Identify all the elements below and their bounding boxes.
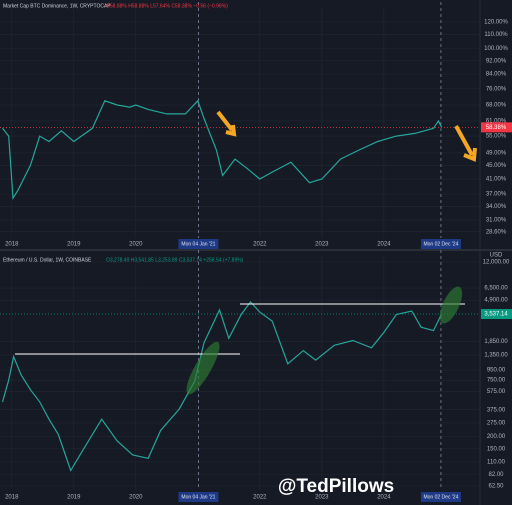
x-tick-label: 2018 — [5, 242, 19, 248]
y-tick-label: 4,900.00 — [484, 298, 508, 304]
currency: USD — [490, 253, 503, 259]
x-tick-label: 2020 — [129, 242, 143, 248]
marker-box — [420, 492, 461, 502]
marker-label: Mon 02 Dec '24 — [423, 494, 458, 500]
highlight — [439, 286, 463, 324]
y-tick-label: 110.00% — [484, 32, 508, 38]
y-tick-label: 37.00% — [486, 192, 507, 198]
y-tick-label: 750.00 — [487, 378, 506, 384]
y-tick-label: 62.50 — [488, 484, 504, 490]
x-tick-label: 2023 — [315, 242, 329, 248]
y-tick-label: 34.00% — [486, 204, 507, 210]
ohlc: O58.88% H58.88% L57.64% C58.38% −0.56 (−… — [106, 3, 228, 9]
y-tick-label: 28.60% — [486, 229, 507, 235]
last-price-box — [481, 309, 512, 320]
y-tick-label: 375.00 — [487, 407, 506, 413]
y-tick-label: 31.00% — [486, 218, 507, 224]
y-tick-label: 55.00% — [486, 134, 507, 140]
y-tick-label: 92.00% — [486, 58, 507, 64]
x-tick-label: 2023 — [315, 495, 329, 501]
y-tick-label: 76.00% — [486, 86, 507, 92]
y-tick-label: 41.00% — [486, 177, 507, 183]
last-price-label: 3,537.14 — [484, 312, 508, 318]
y-tick-label: 1,850.00 — [484, 339, 508, 345]
y-tick-label: 275.00 — [487, 420, 506, 426]
y-tick-label: 82.00 — [488, 472, 504, 478]
y-tick-label: 84.00% — [486, 72, 507, 78]
x-tick-label: 2024 — [377, 242, 391, 248]
y-tick-label: 950.00 — [487, 368, 506, 374]
x-tick-label: 2022 — [253, 242, 267, 248]
x-tick-label: 2019 — [67, 495, 81, 501]
last-price-label: 58.38% — [486, 125, 507, 131]
price-line — [2, 99, 443, 200]
x-tick-label: 2018 — [5, 495, 19, 501]
x-tick-label: 2020 — [129, 495, 143, 501]
marker-label: Mon 02 Dec '24 — [423, 241, 458, 247]
price-line — [1, 300, 443, 472]
arrow — [216, 110, 237, 137]
chart-title: Market Cap BTC Dominance, 1W, CRYPTOCAP — [3, 3, 111, 9]
marker-box — [178, 239, 219, 249]
ohlc: O3,278.49 H3,541.85 L3,253.89 C3,537.14 … — [106, 257, 244, 263]
watermark: @TedPillows — [278, 476, 394, 497]
y-tick-label: 1,350.00 — [484, 353, 508, 359]
y-tick-label: 61.00% — [486, 119, 507, 125]
chart-title: Ethereum / U.S. Dollar, 1W, COINBASE — [3, 257, 92, 263]
y-tick-label: 100.00% — [484, 46, 508, 52]
y-tick-label: 49.00% — [486, 151, 507, 157]
marker-label: Mon 04 Jan '21 — [181, 494, 215, 500]
y-tick-label: 68.00% — [486, 103, 507, 109]
y-tick-label: 120.00% — [484, 20, 508, 26]
x-tick-label: 2022 — [253, 495, 267, 501]
y-tick-label: 12,000.00 — [483, 260, 510, 266]
y-tick-label: 110.00 — [487, 460, 506, 466]
x-tick-label: 2024 — [377, 495, 391, 501]
highlight — [186, 341, 220, 395]
marker-label: Mon 04 Jan '21 — [181, 241, 215, 247]
y-tick-label: 150.00 — [487, 446, 506, 452]
y-tick-label: 45.00% — [486, 163, 507, 169]
y-tick-label: 6,500.00 — [484, 286, 508, 292]
marker-box — [178, 492, 219, 502]
marker-box — [420, 239, 461, 249]
annotations — [15, 110, 477, 395]
y-tick-label: 200.00 — [487, 434, 506, 440]
arrow — [454, 125, 477, 162]
y-tick-label: 575.00 — [487, 389, 506, 395]
last-price-box — [481, 122, 512, 133]
x-tick-label: 2019 — [67, 242, 81, 248]
